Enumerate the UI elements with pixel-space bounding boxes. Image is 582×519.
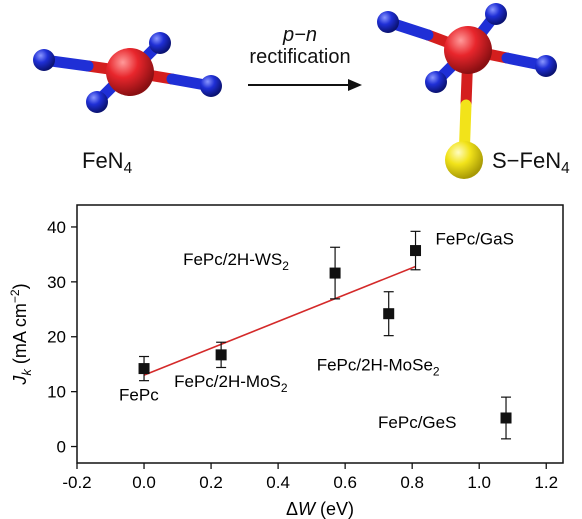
arrow-label-line1: p−n: [283, 24, 317, 46]
y-tick-label: 10: [47, 383, 66, 402]
scatter-chart: -0.2 0.0 0.2 0.4 0.6 0.8 1.0 1.2 0 10 20 30 40 FePc Fe…: [8, 204, 564, 519]
s-fen4-label: S−FeN4: [492, 148, 570, 177]
point-label: FePc: [119, 386, 159, 405]
x-tick-label: 1.2: [534, 473, 558, 492]
molecule-scheme: FeN4 p−n rectification S−FeN4: [0, 0, 582, 200]
x-tick-label: 0.0: [132, 473, 156, 492]
data-point: [329, 267, 341, 279]
fe-atom: [106, 48, 154, 96]
point-label: FePc/2H-MoSe2: [317, 356, 440, 379]
data-point: [500, 412, 512, 424]
molecule-drawing: [33, 3, 557, 179]
point-label: FePc/2H-WS2: [183, 250, 289, 273]
fen4-molecule: [33, 32, 222, 113]
x-tick-label: 0.2: [199, 473, 223, 492]
x-tick-label: 0.4: [266, 473, 290, 492]
point-label: FePc/2H-MoS2: [174, 372, 288, 395]
arrow-head: [348, 79, 362, 91]
point-label: FePc/GaS: [436, 230, 514, 249]
y-tick-label: 40: [47, 218, 66, 237]
s-fen4-molecule: [377, 3, 557, 179]
x-tick-label: -0.2: [62, 473, 91, 492]
s-atom: [445, 141, 483, 179]
n-atom: [149, 32, 171, 54]
x-tick-label: 1.0: [467, 473, 491, 492]
plot-frame: [76, 204, 564, 464]
y-tick-label: 30: [47, 273, 66, 292]
x-axis-label: ΔW (eV): [286, 499, 354, 519]
fe-atom: [444, 26, 492, 74]
n-atom: [200, 75, 222, 97]
fit-line: [143, 265, 416, 376]
y-tick-label: 0: [57, 438, 66, 457]
data-point: [138, 363, 150, 375]
n-atom: [425, 71, 447, 93]
x-tick-label: 0.6: [333, 473, 357, 492]
x-tick-label: 0.8: [400, 473, 424, 492]
n-atom: [485, 3, 507, 25]
y-tick-label: 20: [47, 328, 66, 347]
n-atom: [535, 55, 557, 77]
data-point: [215, 349, 227, 361]
fen4-label: FeN4: [82, 148, 133, 177]
n-atom: [86, 91, 108, 113]
arrow-label-line2: rectification: [249, 46, 351, 68]
n-atom: [33, 49, 55, 71]
y-axis-label: Jk (mA cm−2): [8, 283, 34, 385]
data-point: [383, 308, 395, 320]
point-label: FePc/GeS: [378, 413, 456, 432]
n-atom: [377, 11, 399, 33]
data-point: [410, 245, 422, 257]
